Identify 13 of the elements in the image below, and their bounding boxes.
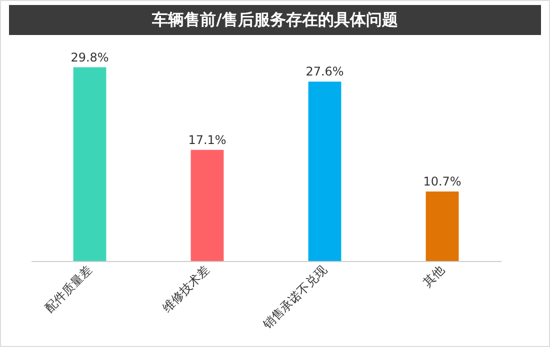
data-label: 29.8% (70, 50, 109, 64)
bar (73, 67, 106, 261)
x-tick-label: 其他 (420, 262, 448, 290)
x-tick-label: 维修技术差 (160, 262, 212, 315)
chart-title: 车辆售前/售后服务存在的具体问题 (9, 5, 541, 35)
bar (426, 191, 459, 261)
x-tick-label: 销售承诺不兑现 (260, 262, 330, 333)
bar (190, 150, 224, 261)
data-label: 10.7% (423, 174, 462, 188)
x-tick-label: 配件质量差 (42, 262, 95, 315)
data-label: 17.1% (188, 132, 226, 147)
bar (308, 82, 342, 261)
data-label: 27.6% (306, 64, 344, 79)
